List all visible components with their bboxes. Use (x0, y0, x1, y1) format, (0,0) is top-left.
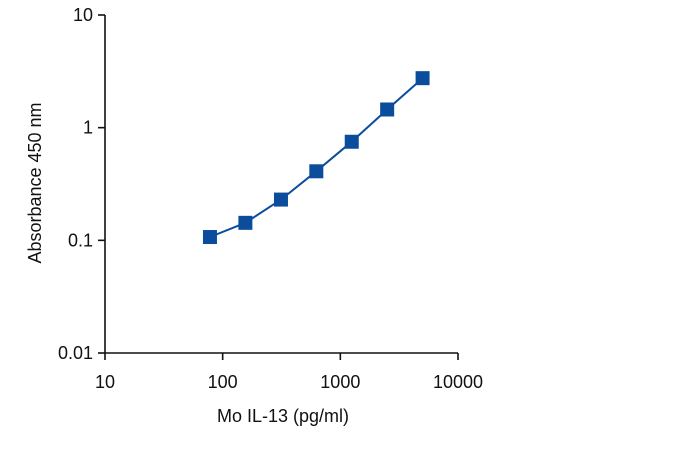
x-tick-label: 10000 (433, 372, 483, 392)
y-tick-label: 0.01 (58, 343, 93, 363)
x-tick-label: 100 (208, 372, 238, 392)
y-ticks: 0.01 0.1 1 10 (58, 5, 105, 363)
data-point-marker (344, 134, 359, 149)
x-axis-title: Mo IL-13 (pg/ml) (217, 406, 349, 426)
y-tick-label: 1 (83, 118, 93, 138)
y-tick-label: 10 (73, 5, 93, 25)
data-point-marker (273, 192, 288, 207)
data-point-marker (380, 102, 395, 117)
series-line (209, 77, 424, 238)
data-point-marker (415, 71, 430, 86)
axes (104, 15, 458, 354)
y-tick-label: 0.1 (68, 230, 93, 250)
x-ticks: 10 100 1000 10000 (95, 353, 483, 392)
data-point-marker (309, 164, 324, 179)
x-tick-label: 10 (95, 372, 115, 392)
y-axis-title: Absorbance 450 nm (25, 102, 45, 263)
data-point-marker (202, 230, 217, 245)
x-tick-label: 1000 (320, 372, 360, 392)
series-layer (202, 71, 430, 245)
data-point-marker (238, 215, 253, 230)
